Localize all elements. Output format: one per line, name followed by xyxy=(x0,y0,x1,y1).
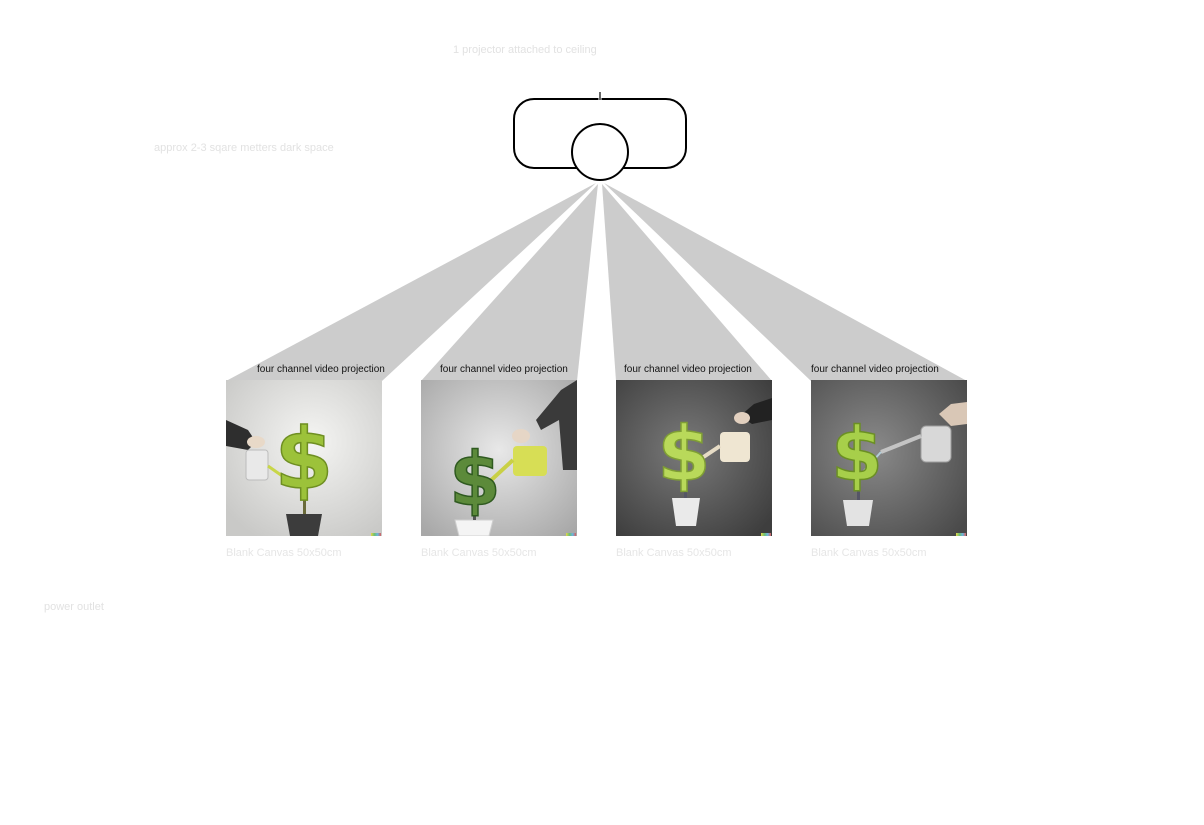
canvas-image-3: $ xyxy=(616,380,772,536)
corner-mark-2 xyxy=(566,533,576,536)
dollar-plant-image: $ xyxy=(616,380,772,536)
dollar-plant-image: $ xyxy=(226,380,382,536)
projection-beams xyxy=(226,183,967,381)
projection-label-4: four channel video projection xyxy=(811,364,939,375)
corner-mark-4 xyxy=(956,533,966,536)
canvas-label-1: Blank Canvas 50x50cm xyxy=(226,547,342,559)
canvas-label-3: Blank Canvas 50x50cm xyxy=(616,547,732,559)
projection-label-3: four channel video projection xyxy=(624,364,752,375)
projector-icon xyxy=(513,92,687,181)
power-outlet-note: power outlet xyxy=(44,601,104,613)
svg-text:$: $ xyxy=(831,412,883,498)
corner-mark-1 xyxy=(371,533,381,536)
canvas-image-4: $ xyxy=(811,380,967,536)
canvas-label-4: Blank Canvas 50x50cm xyxy=(811,547,927,559)
beam-3 xyxy=(602,184,772,381)
projection-label-1: four channel video projection xyxy=(257,364,385,375)
projector-note: 1 projector attached to ceiling xyxy=(453,44,597,56)
svg-text:$: $ xyxy=(275,410,333,508)
beam-2 xyxy=(421,184,598,381)
space-note: approx 2-3 sqare metters dark space xyxy=(154,142,334,154)
svg-text:$: $ xyxy=(449,437,501,523)
svg-text:$: $ xyxy=(658,409,711,498)
dollar-plant-image: $ xyxy=(811,380,967,536)
canvas-label-2: Blank Canvas 50x50cm xyxy=(421,547,537,559)
canvas-image-2: $ xyxy=(421,380,577,536)
canvas-image-1: $ xyxy=(226,380,382,536)
beam-4 xyxy=(604,183,967,381)
dollar-plant-image: $ xyxy=(421,380,577,536)
beam-1 xyxy=(226,183,596,381)
projection-label-2: four channel video projection xyxy=(440,364,568,375)
corner-mark-3 xyxy=(761,533,771,536)
